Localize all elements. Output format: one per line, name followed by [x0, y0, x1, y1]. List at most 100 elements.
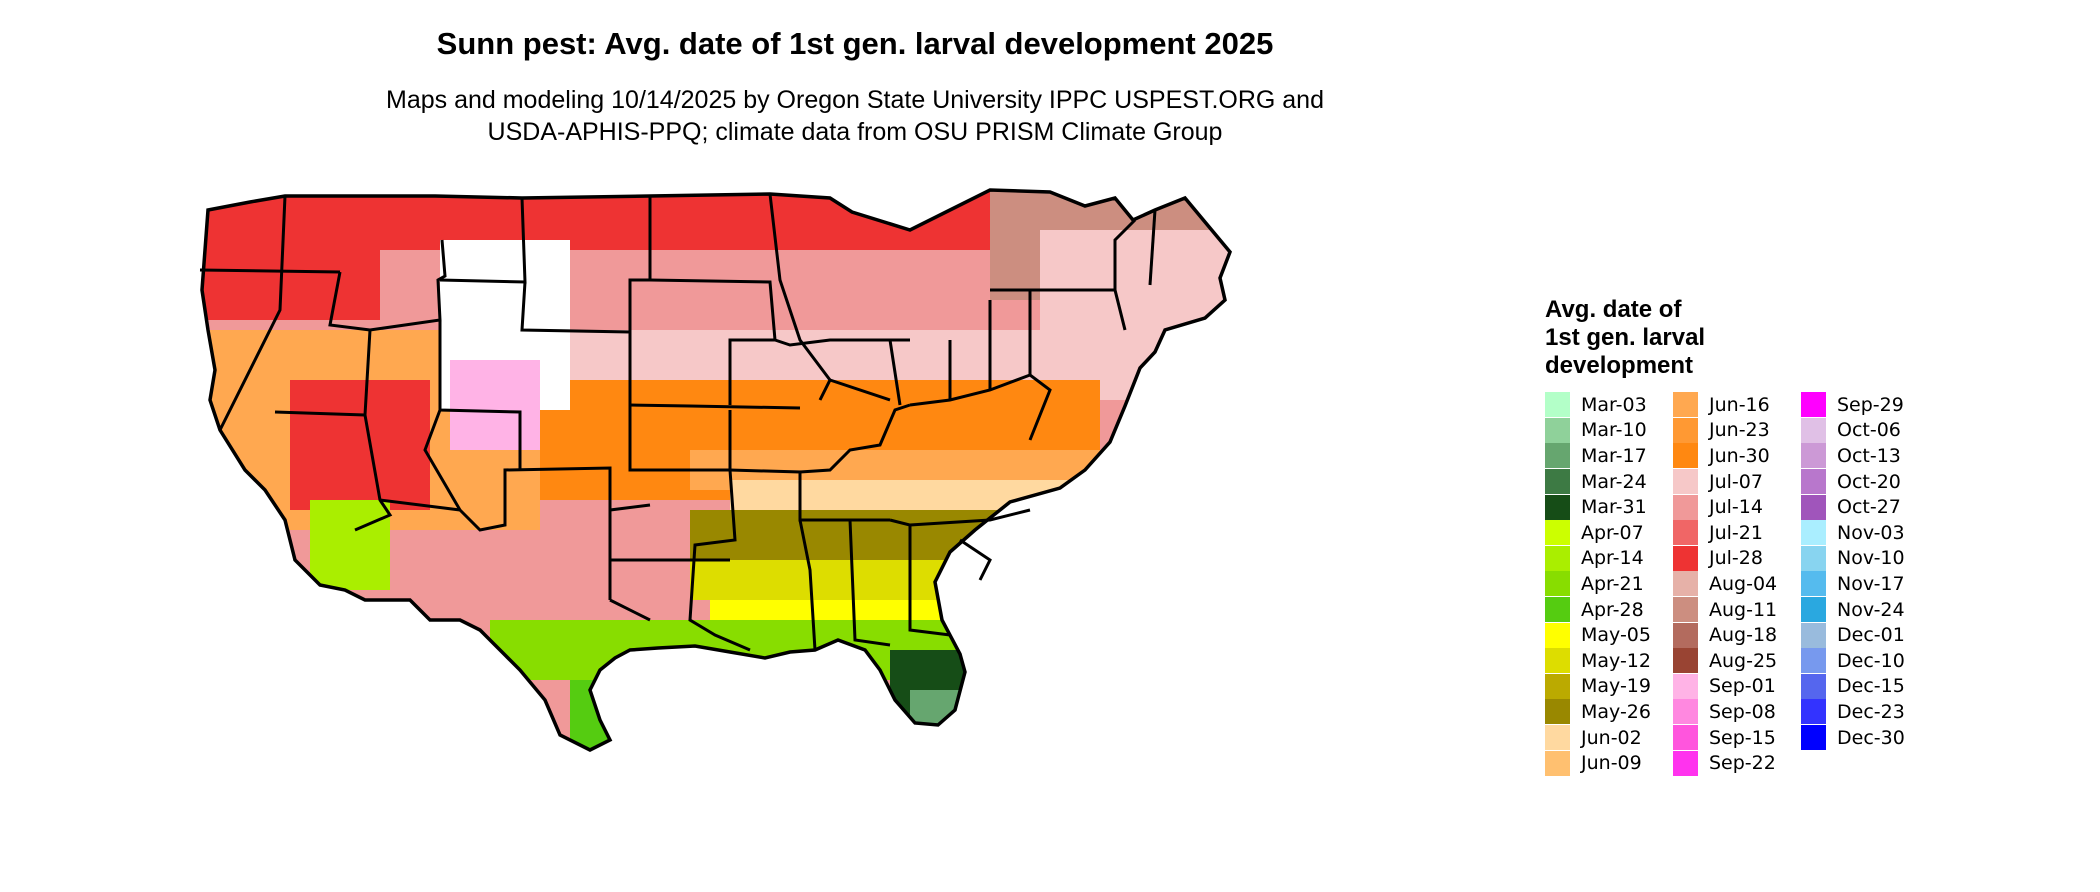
legend-item: Mar-03: [1545, 392, 1651, 418]
legend-label: Sep-08: [1709, 700, 1776, 723]
legend-label: Jul-07: [1709, 470, 1763, 493]
legend-item: Dec-30: [1801, 725, 1905, 751]
legend-swatch: [1673, 648, 1698, 674]
legend-item: Sep-29: [1801, 392, 1905, 418]
legend-label: Sep-22: [1709, 752, 1776, 775]
legend-column: Sep-29 Oct-06 Oct-13 Oct-20 Oct-27 Nov-03 Nov-…: [1801, 392, 1905, 751]
legend-swatch: [1673, 571, 1698, 597]
legend-title-line-3: development: [1545, 352, 1694, 379]
legend-swatch: [1673, 545, 1698, 571]
legend-swatch: [1801, 622, 1826, 648]
legend-swatch: [1545, 597, 1570, 623]
legend-label: Apr-28: [1581, 598, 1644, 621]
legend-swatch: [1801, 392, 1826, 418]
legend-item: Sep-08: [1673, 699, 1777, 725]
legend-label: May-12: [1581, 649, 1651, 672]
legend-item: Jun-02: [1545, 725, 1651, 751]
legend-label: Mar-03: [1581, 393, 1647, 416]
legend-label: May-19: [1581, 675, 1651, 698]
legend-swatch: [1801, 699, 1826, 725]
legend-item: Oct-06: [1801, 417, 1905, 444]
legend-label: Nov-24: [1837, 598, 1905, 621]
legend-swatch: [1545, 545, 1570, 571]
legend-swatch: [1801, 494, 1826, 520]
legend-swatch: [1545, 725, 1570, 751]
legend: Avg. date of 1st gen. larval development…: [1545, 296, 2015, 776]
legend-label: Dec-01: [1837, 624, 1905, 647]
legend-item: Dec-01: [1801, 622, 1905, 648]
legend-item: Aug-25: [1673, 648, 1777, 674]
legend-item: Sep-22: [1673, 750, 1777, 776]
subtitle-line-2: USDA-APHIS-PPQ; climate data from OSU PR…: [487, 118, 1223, 146]
legend-label: Jul-14: [1709, 496, 1763, 519]
legend-swatch: [1801, 520, 1826, 546]
legend-title: Avg. date of 1st gen. larval development: [1545, 296, 1785, 380]
legend-swatch: [1545, 699, 1570, 725]
legend-swatch: [1545, 648, 1570, 674]
legend-label: Jun-09: [1581, 752, 1642, 775]
legend-label: Jun-02: [1581, 726, 1642, 749]
legend-item: Jun-09: [1545, 750, 1651, 776]
legend-item: Jun-16: [1673, 392, 1777, 418]
legend-item: Aug-18: [1673, 622, 1777, 648]
legend-title-line-2: 1st gen. larval: [1545, 324, 1706, 351]
legend-label: Jul-21: [1709, 521, 1763, 544]
legend-label: Aug-25: [1709, 649, 1778, 672]
legend-column: Jun-16 Jun-23 Jun-30 Jul-07 Jul-14 Jul-21 Jul-…: [1673, 392, 1777, 776]
legend-label: Dec-10: [1837, 649, 1905, 672]
legend-swatch: [1673, 443, 1698, 469]
legend-swatch: [1545, 443, 1570, 469]
legend-label: Aug-04: [1709, 572, 1778, 595]
legend-item: Apr-21: [1545, 571, 1651, 597]
legend-item: Nov-17: [1801, 571, 1905, 597]
legend-label: Nov-10: [1837, 547, 1905, 570]
legend-swatch: [1545, 571, 1570, 597]
legend-item: May-19: [1545, 673, 1651, 700]
legend-item: May-05: [1545, 622, 1651, 648]
us-map: [199, 188, 1232, 752]
legend-item: Jul-28: [1673, 545, 1777, 572]
legend-label: Oct-06: [1837, 419, 1901, 442]
legend-item: Mar-24: [1545, 469, 1651, 495]
legend-item: Apr-28: [1545, 597, 1651, 623]
legend-swatch: [1673, 750, 1698, 776]
legend-swatch: [1673, 622, 1698, 648]
legend-item: Dec-15: [1801, 673, 1905, 700]
legend-swatch: [1801, 469, 1826, 495]
legend-item: Nov-24: [1801, 597, 1905, 623]
legend-swatch: [1545, 392, 1570, 418]
legend-swatch: [1801, 545, 1826, 571]
legend-swatch: [1801, 443, 1826, 469]
legend-label: Sep-15: [1709, 726, 1776, 749]
legend-item: Nov-10: [1801, 545, 1905, 572]
legend-label: Jun-30: [1709, 444, 1770, 467]
legend-label: May-26: [1581, 700, 1651, 723]
legend-label: Mar-24: [1581, 470, 1647, 493]
legend-item: Oct-27: [1801, 494, 1905, 520]
legend-item: Jun-23: [1673, 417, 1777, 444]
legend-swatch: [1673, 469, 1698, 495]
legend-item: Dec-10: [1801, 648, 1905, 674]
legend-item: Mar-31: [1545, 494, 1651, 520]
legend-label: Nov-17: [1837, 572, 1905, 595]
legend-label: Oct-27: [1837, 496, 1901, 519]
legend-swatch: [1673, 725, 1698, 751]
map-subtitle: Maps and modeling 10/14/2025 by Oregon S…: [0, 84, 1710, 148]
legend-item: Jul-14: [1673, 494, 1777, 520]
legend-item: Sep-15: [1673, 725, 1777, 751]
legend-label: Dec-30: [1837, 726, 1905, 749]
legend-label: Jul-28: [1709, 547, 1763, 570]
legend-item: May-12: [1545, 648, 1651, 674]
state-borders: [199, 193, 1157, 652]
legend-swatch: [1545, 622, 1570, 648]
legend-item: Mar-10: [1545, 417, 1651, 444]
legend-swatch: [1545, 417, 1570, 443]
subtitle-line-1: Maps and modeling 10/14/2025 by Oregon S…: [386, 86, 1324, 114]
legend-swatch: [1801, 417, 1826, 443]
legend-item: Oct-13: [1801, 443, 1905, 469]
legend-label: Aug-18: [1709, 624, 1778, 647]
legend-item: Apr-07: [1545, 520, 1651, 546]
legend-swatch: [1673, 392, 1698, 418]
legend-label: Oct-20: [1837, 470, 1901, 493]
legend-item: Aug-11: [1673, 597, 1777, 623]
